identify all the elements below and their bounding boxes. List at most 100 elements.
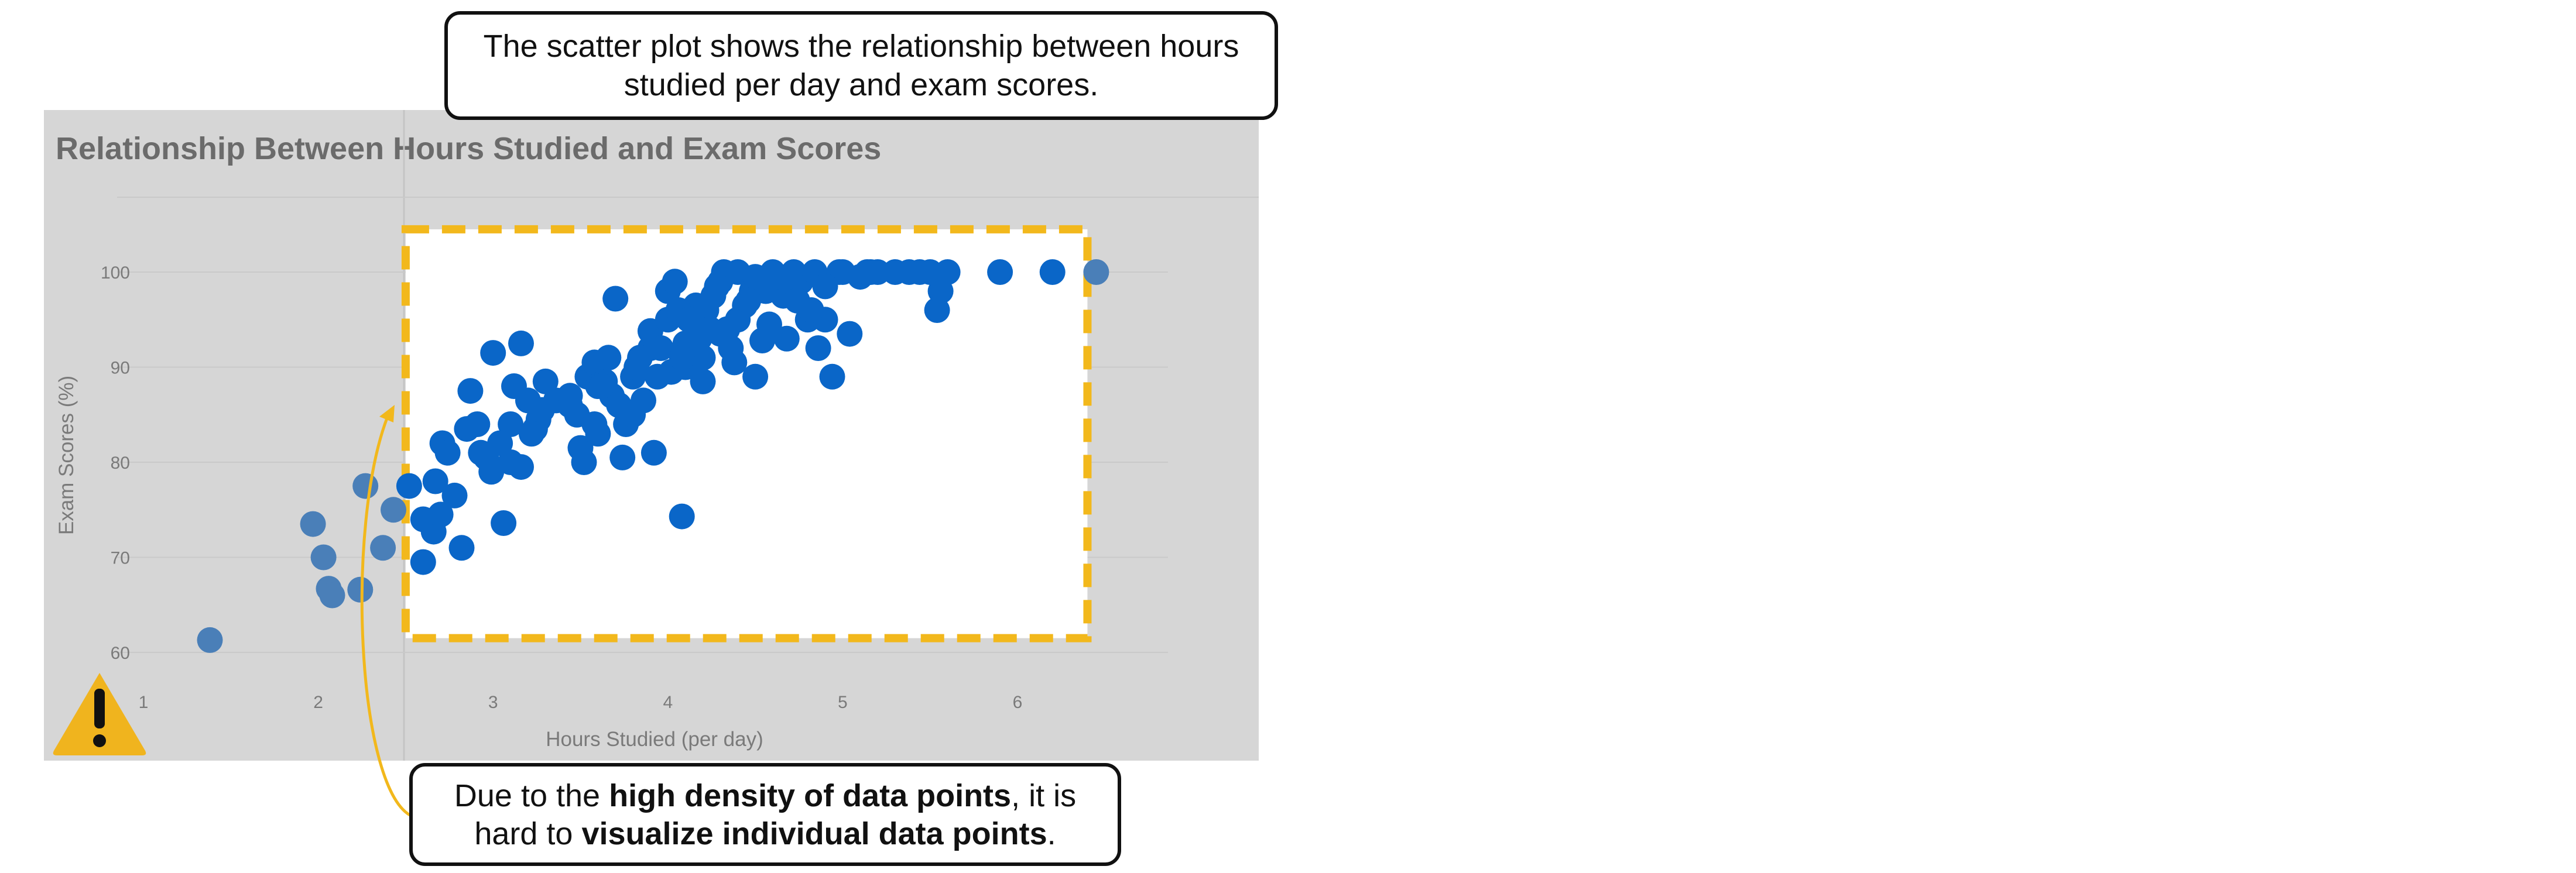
data-point	[571, 449, 597, 475]
data-points	[197, 259, 1109, 653]
y-tick-label: 80	[111, 453, 130, 473]
top-callout-line-1: The scatter plot shows the relationship …	[484, 29, 1239, 64]
x-tick-label: 1	[139, 693, 149, 712]
data-point	[518, 421, 544, 447]
data-point	[865, 259, 891, 285]
data-point	[381, 497, 406, 523]
data-point	[627, 345, 653, 371]
data-point	[669, 345, 695, 371]
bottom-callout-line-2: hard to visualize individual data points…	[474, 816, 1056, 851]
data-point	[819, 363, 845, 390]
connector-arrow	[360, 416, 411, 817]
data-point	[766, 264, 793, 290]
data-point	[934, 259, 961, 285]
bottom-line-2-bold: visualize individual data points	[581, 816, 1047, 851]
tick-layer: 60 70 80 90 100 1 2 3 4 5 6	[101, 263, 1022, 712]
data-point	[735, 287, 762, 314]
y-tick-label: 70	[111, 549, 130, 568]
data-point	[396, 473, 422, 499]
data-point	[473, 444, 499, 470]
data-point	[588, 373, 615, 399]
data-point	[441, 482, 468, 508]
data-point	[644, 363, 670, 390]
data-point	[721, 349, 748, 376]
data-point	[422, 468, 448, 494]
data-point	[606, 392, 632, 418]
data-point	[319, 582, 345, 609]
data-point	[676, 307, 702, 333]
data-point	[448, 535, 475, 561]
data-point	[457, 378, 484, 404]
bottom-line-1-bold: high density of data points	[609, 778, 1011, 813]
data-point	[837, 321, 863, 347]
bottom-line-2-post: .	[1047, 816, 1056, 851]
x-tick-label: 5	[838, 693, 848, 712]
data-point	[300, 511, 326, 537]
data-point	[370, 535, 396, 561]
data-point	[924, 297, 950, 323]
bottom-callout: Due to the high density of data points, …	[409, 763, 1121, 866]
data-point	[773, 325, 800, 352]
data-point	[602, 286, 629, 312]
data-point	[480, 340, 506, 366]
y-tick-label: 60	[111, 644, 130, 663]
data-point	[581, 411, 608, 437]
data-point	[532, 368, 559, 394]
data-point	[690, 368, 716, 394]
data-point	[498, 411, 524, 437]
y-tick-label: 100	[101, 263, 130, 283]
warning-triangle-icon	[53, 673, 146, 755]
bottom-line-1-post: , it is	[1011, 778, 1076, 813]
x-axis-label: Hours Studied (per day)	[546, 728, 763, 751]
data-point	[704, 273, 730, 300]
y-axis-label: Exam Scores (%)	[55, 376, 78, 535]
data-point	[669, 503, 695, 530]
data-point	[595, 345, 622, 371]
data-point	[812, 273, 838, 300]
data-point	[491, 510, 517, 536]
data-point	[197, 627, 223, 653]
top-callout-line-2: studied per day and exam scores.	[624, 67, 1098, 102]
data-point	[410, 549, 436, 575]
x-tick-label: 6	[1013, 693, 1023, 712]
chart-title: Relationship Between Hours Studied and E…	[56, 131, 881, 166]
data-point	[631, 387, 656, 414]
data-point	[352, 473, 379, 499]
data-point	[310, 544, 337, 570]
data-point	[464, 411, 491, 437]
y-tick-label: 90	[111, 359, 130, 378]
data-point	[508, 454, 534, 480]
data-point	[756, 311, 782, 338]
data-point	[742, 363, 769, 390]
data-point	[427, 501, 454, 528]
top-callout: The scatter plot shows the relationship …	[444, 11, 1278, 120]
data-point	[529, 397, 555, 423]
data-point	[640, 439, 667, 466]
data-point	[830, 259, 856, 285]
data-point	[805, 335, 831, 361]
top-callout-box	[444, 11, 1278, 120]
data-point	[434, 439, 461, 466]
data-point	[1083, 259, 1109, 285]
bottom-callout-box	[409, 763, 1121, 866]
x-tick-label: 4	[663, 693, 673, 712]
data-point	[1039, 259, 1066, 285]
data-point	[798, 297, 824, 323]
x-tick-label: 3	[488, 693, 498, 712]
x-tick-label: 2	[313, 693, 323, 712]
data-point	[662, 269, 688, 295]
data-point	[508, 330, 534, 356]
data-point	[690, 345, 716, 371]
connector-arrowhead	[379, 405, 395, 422]
data-point	[501, 373, 527, 399]
data-point	[987, 259, 1013, 285]
data-point	[714, 316, 741, 342]
data-point	[609, 444, 636, 470]
data-point	[557, 392, 583, 418]
data-point	[347, 576, 374, 603]
bottom-callout-line-1: Due to the high density of data points, …	[454, 778, 1076, 813]
bottom-line-2-pre: hard to	[474, 816, 581, 851]
bottom-line-1-pre: Due to the	[454, 778, 609, 813]
